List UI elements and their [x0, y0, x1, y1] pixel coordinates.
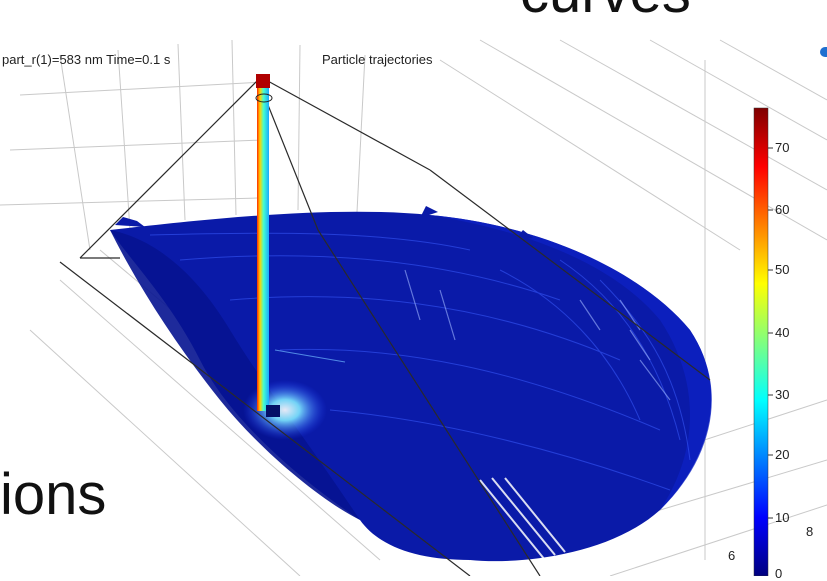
- colorbar-tick-label: 40: [775, 325, 790, 340]
- trajectory-cloud: [110, 206, 712, 562]
- slide-title-fragment: curves: [520, 0, 691, 22]
- colorbar-tick-label: 30: [775, 387, 790, 402]
- colorbar-tick-label: 70: [775, 140, 790, 155]
- colorbar: [753, 107, 769, 576]
- bounding-box: [59, 79, 711, 576]
- plot-subtitle: part_r(1)=583 nm Time=0.1 s: [2, 52, 171, 67]
- plot-title: Particle trajectories: [322, 52, 433, 67]
- colorbar-tick-label: 10: [775, 510, 790, 525]
- colorbar-tick-label: 60: [775, 202, 790, 217]
- colorbar-tick-label: 20: [775, 447, 790, 462]
- slide-nav-icon[interactable]: [820, 47, 827, 57]
- axis-tick-label: 8: [806, 524, 814, 539]
- grid-lines: [0, 39, 827, 576]
- slide-body-fragment: ions: [0, 462, 107, 527]
- colorbar-tick-label: 50: [775, 262, 790, 277]
- axis-tick-label: 6: [728, 548, 736, 563]
- injection-column: [255, 74, 280, 417]
- colorbar-ticks: [768, 147, 773, 519]
- colorbar-tick-label: 0: [775, 566, 783, 581]
